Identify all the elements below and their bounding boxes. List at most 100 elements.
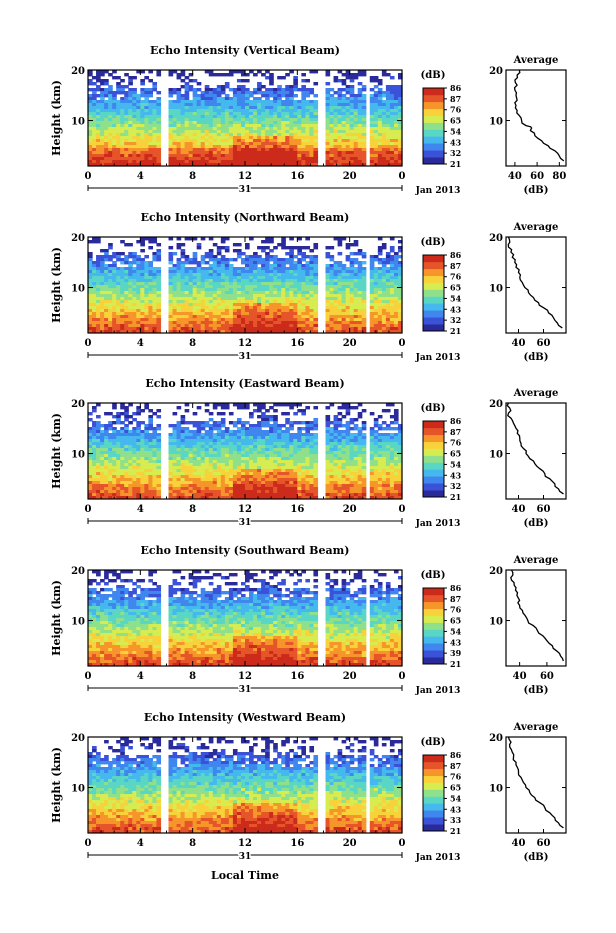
x-tick-label: 4 bbox=[137, 171, 144, 182]
month-label: Jan 2013 bbox=[415, 353, 461, 363]
panel-title: Echo Intensity (Northward Beam) bbox=[141, 211, 350, 224]
profile-y-tick-label: 10 bbox=[489, 117, 503, 128]
x-tick-label: 12 bbox=[238, 504, 252, 515]
y-axis-label: Height (km) bbox=[50, 247, 63, 323]
date-label: 31 bbox=[239, 185, 252, 195]
x-tick-label: 0 bbox=[85, 671, 92, 682]
x-tick-label: 0 bbox=[85, 338, 92, 349]
panel-3: Echo Intensity (Southward Beam) Height (k… bbox=[50, 544, 566, 696]
y-axis-label: Height (km) bbox=[50, 580, 63, 656]
x-tick-label: 0 bbox=[85, 838, 92, 849]
profile-y-tick-label: 20 bbox=[489, 233, 503, 244]
date-label: 31 bbox=[239, 852, 252, 862]
panel-title: Echo Intensity (Southward Beam) bbox=[141, 544, 350, 557]
colorbar-tick-label: 33 bbox=[450, 815, 462, 825]
x-tick-label: 0 bbox=[399, 504, 406, 515]
x-tick-label: 8 bbox=[189, 171, 196, 182]
x-tick-label: 8 bbox=[189, 671, 196, 682]
profile-y-tick-label: 20 bbox=[489, 66, 503, 77]
x-tick-label: 0 bbox=[85, 171, 92, 182]
colorbar-tick-label: 76 bbox=[450, 105, 462, 115]
x-tick-label: 0 bbox=[399, 671, 406, 682]
colorbar-tick-label: 87 bbox=[450, 761, 461, 771]
panel-4: Echo Intensity (Westward Beam) Height (km… bbox=[50, 711, 566, 863]
x-tick-label: 0 bbox=[399, 338, 406, 349]
colorbar-tick-label: 87 bbox=[450, 261, 461, 271]
profile-x-label: (dB) bbox=[524, 185, 549, 196]
y-tick-label: 10 bbox=[71, 284, 85, 295]
colorbar-tick-label: 76 bbox=[450, 605, 462, 615]
panel-title: Echo Intensity (Westward Beam) bbox=[144, 711, 346, 724]
profile-x-tick-label: 40 bbox=[508, 171, 522, 182]
colorbar-tick-label: 21 bbox=[450, 492, 461, 502]
profile-title: Average bbox=[513, 388, 559, 399]
colorbar-tick-label: 87 bbox=[450, 427, 461, 437]
profile-line bbox=[511, 570, 564, 661]
colorbar-tick-label: 86 bbox=[450, 416, 462, 426]
colorbar-tick-label: 43 bbox=[450, 637, 462, 647]
colorbar-label: (dB) bbox=[421, 570, 446, 581]
x-tick-label: 4 bbox=[137, 671, 144, 682]
profile-x-tick-label: 60 bbox=[537, 338, 551, 349]
month-label: Jan 2013 bbox=[415, 186, 461, 196]
y-tick-label: 20 bbox=[71, 233, 85, 244]
x-tick-label: 12 bbox=[238, 671, 252, 682]
x-tick-label: 8 bbox=[189, 338, 196, 349]
profile-x-tick-label: 40 bbox=[513, 671, 527, 682]
colorbar-tick-label: 76 bbox=[450, 772, 462, 782]
colorbar-tick-label: 32 bbox=[450, 481, 461, 491]
colorbar-tick-label: 43 bbox=[450, 304, 462, 314]
colorbar-tick-label: 32 bbox=[450, 315, 461, 325]
x-tick-label: 16 bbox=[290, 171, 304, 182]
profile-x-tick-label: 60 bbox=[530, 171, 544, 182]
y-axis-label: Height (km) bbox=[50, 413, 63, 489]
profile-x-label: (dB) bbox=[524, 852, 549, 863]
profile-title: Average bbox=[513, 55, 559, 66]
colorbar-tick-label: 65 bbox=[450, 783, 461, 793]
colorbar-tick-label: 54 bbox=[450, 626, 462, 636]
colorbar-tick-label: 54 bbox=[450, 793, 462, 803]
month-label: Jan 2013 bbox=[415, 686, 461, 696]
colorbar-tick-label: 21 bbox=[450, 326, 461, 336]
date-label: 31 bbox=[239, 352, 252, 362]
colorbar-tick-label: 39 bbox=[450, 648, 462, 658]
colorbar-tick-label: 86 bbox=[450, 250, 462, 260]
x-tick-label: 16 bbox=[290, 838, 304, 849]
y-tick-label: 10 bbox=[71, 617, 85, 628]
profile-x-tick-label: 40 bbox=[512, 838, 526, 849]
x-tick-label: 0 bbox=[399, 838, 406, 849]
echo-heatmap bbox=[88, 737, 403, 833]
colorbar-label: (dB) bbox=[421, 70, 446, 81]
profile-line bbox=[508, 237, 562, 328]
x-tick-label: 20 bbox=[343, 338, 357, 349]
colorbar-tick-label: 86 bbox=[450, 750, 462, 760]
x-tick-label: 20 bbox=[343, 838, 357, 849]
x-tick-label: 20 bbox=[343, 171, 357, 182]
profile-x-tick-label: 60 bbox=[540, 671, 554, 682]
profile-x-tick-label: 80 bbox=[552, 171, 566, 182]
profile-line bbox=[515, 70, 564, 161]
y-axis-label: Height (km) bbox=[50, 747, 63, 823]
x-tick-label: 0 bbox=[85, 504, 92, 515]
figure-xlabel: Local Time bbox=[211, 869, 279, 882]
echo-heatmap bbox=[88, 403, 403, 499]
profile-x-tick-label: 60 bbox=[537, 504, 551, 515]
profile-y-tick-label: 10 bbox=[489, 784, 503, 795]
panel-1: Echo Intensity (Northward Beam) Height (k… bbox=[50, 211, 566, 363]
profile-title: Average bbox=[513, 722, 559, 733]
profile-frame bbox=[506, 403, 566, 499]
profile-line bbox=[509, 737, 564, 828]
profile-y-tick-label: 10 bbox=[489, 450, 503, 461]
colorbar-tick-label: 65 bbox=[450, 449, 461, 459]
panel-title: Echo Intensity (Eastward Beam) bbox=[145, 377, 344, 390]
colorbar-tick-label: 54 bbox=[450, 293, 462, 303]
x-tick-label: 12 bbox=[238, 171, 252, 182]
colorbar-label: (dB) bbox=[421, 737, 446, 748]
profile-y-tick-label: 20 bbox=[489, 566, 503, 577]
colorbar-tick-label: 21 bbox=[450, 826, 461, 836]
